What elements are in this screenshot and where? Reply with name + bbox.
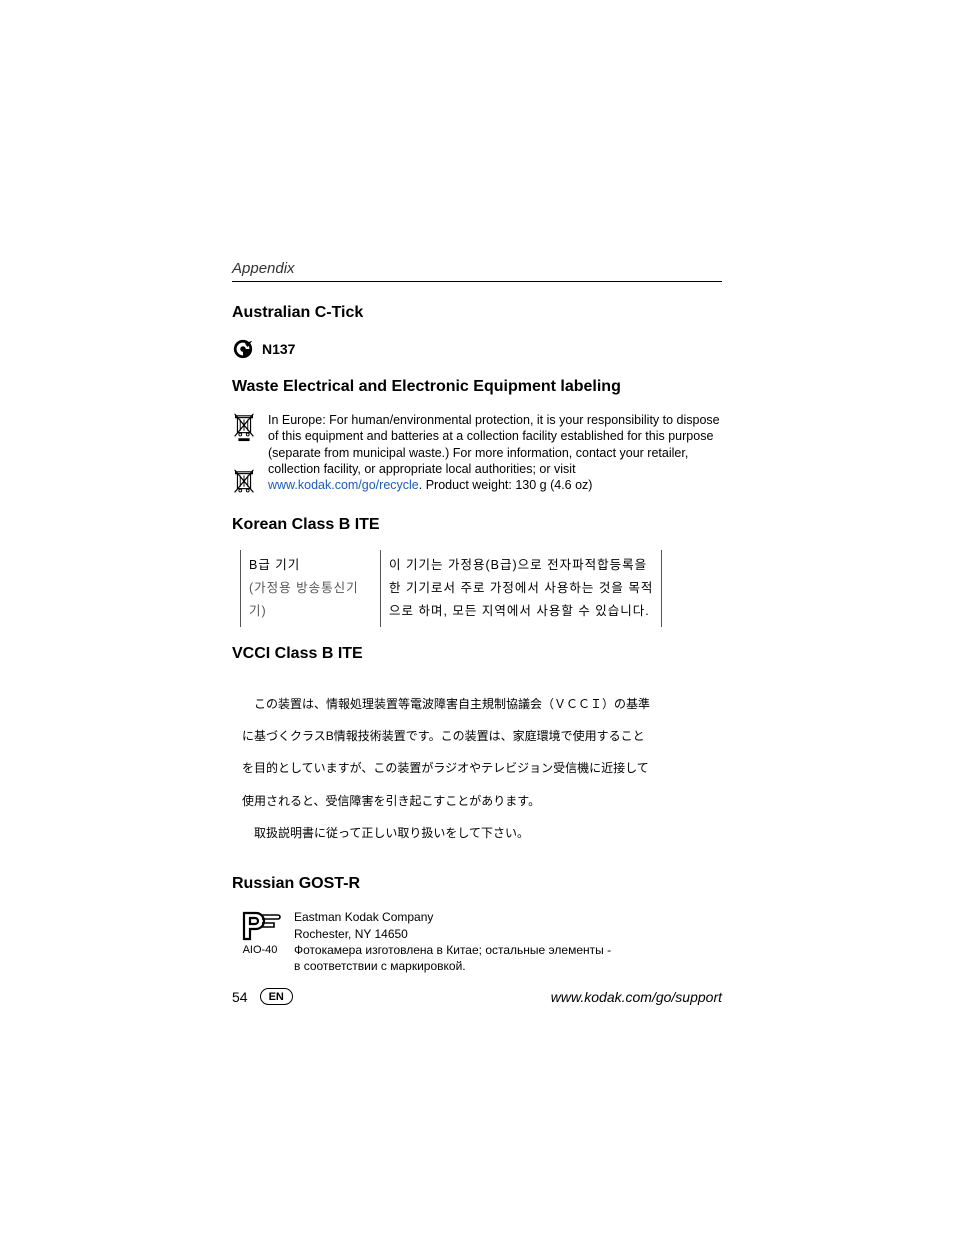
vcci-line2: に基づくクラスB情報技術装置です。この装置は、家庭環境で使用すること [242, 728, 722, 744]
vcci-line3: を目的としていますが、この装置がラジオやテレビジョン受信機に近接して [242, 760, 722, 776]
gost-line3: Фотокамера изготовлена в Китае; остальны… [294, 942, 611, 958]
page-footer: 54 EN www.kodak.com/go/support [232, 988, 722, 1005]
footer-url[interactable]: www.kodak.com/go/support [551, 989, 722, 1005]
weee-bin-icon [232, 412, 256, 442]
gost-line1: Eastman Kodak Company [294, 909, 611, 925]
heading-weee: Waste Electrical and Electronic Equipmen… [232, 378, 722, 396]
document-page: Appendix Australian C-Tick N137 Waste El… [0, 0, 954, 974]
heading-korean: Korean Class B ITE [232, 516, 722, 534]
korean-left-cell: B급 기기 (가정용 방송통신기기) [241, 550, 381, 627]
weee-icons [232, 412, 260, 498]
weee-text: In Europe: For human/environmental prote… [268, 412, 722, 493]
gost-icon-col: AIO-40 [232, 909, 288, 956]
weee-text-pre: In Europe: For human/environmental prote… [268, 413, 720, 476]
korean-table: B급 기기 (가정용 방송통신기기) 이 기기는 가정용(B급)으로 전자파적합… [240, 550, 662, 627]
weee-block: In Europe: For human/environmental prote… [232, 412, 722, 498]
vcci-line5: 取扱説明書に従って正しい取り扱いをして下さい。 [242, 825, 722, 841]
korean-right-line3: 으로 하며, 모든 지역에서 사용할 수 있습니다. [389, 600, 653, 623]
weee-link[interactable]: www.kodak.com/go/recycle [268, 478, 419, 492]
korean-right-line1: 이 기기는 가정용(B급)으로 전자파적합등록을 [389, 554, 653, 577]
vcci-text: この装置は、情報処理装置等電波障害自主規制協議会（ＶＣＣＩ）の基準 に基づくクラ… [242, 679, 722, 857]
korean-left-row2: (가정용 방송통신기기) [249, 577, 372, 623]
gost-sub: AIO-40 [243, 944, 278, 956]
lang-pill: EN [260, 988, 293, 1005]
header-rule [232, 281, 722, 282]
weee-bin-icon-2 [232, 468, 256, 498]
page-number: 54 [232, 989, 248, 1005]
gost-block: AIO-40 Eastman Kodak Company Rochester, … [232, 909, 722, 974]
korean-left-row1: B급 기기 [249, 554, 372, 577]
heading-vcci: VCCI Class B ITE [232, 645, 722, 663]
korean-right-cell: 이 기기는 가정용(B급)으로 전자파적합등록을 한 기기로서 주로 가정에서 … [381, 550, 662, 627]
section-header: Appendix [232, 260, 722, 277]
footer-left: 54 EN [232, 988, 293, 1005]
gost-text: Eastman Kodak Company Rochester, NY 1465… [294, 909, 611, 974]
c-tick-icon [232, 338, 254, 360]
gost-r-icon [238, 909, 282, 943]
heading-australian-ctick: Australian C-Tick [232, 304, 722, 322]
heading-gost: Russian GOST-R [232, 875, 722, 893]
vcci-line1: この装置は、情報処理装置等電波障害自主規制協議会（ＶＣＣＩ）の基準 [242, 696, 722, 712]
ctick-row: N137 [232, 338, 722, 360]
ctick-code: N137 [262, 341, 295, 357]
gost-line2: Rochester, NY 14650 [294, 926, 611, 942]
weee-text-post: . Product weight: 130 g (4.6 oz) [419, 478, 593, 492]
gost-line4: в соответствии с маркировкой. [294, 958, 611, 974]
korean-right-line2: 한 기기로서 주로 가정에서 사용하는 것을 목적 [389, 577, 653, 600]
vcci-line4: 使用されると、受信障害を引き起こすことがあります。 [242, 793, 722, 809]
